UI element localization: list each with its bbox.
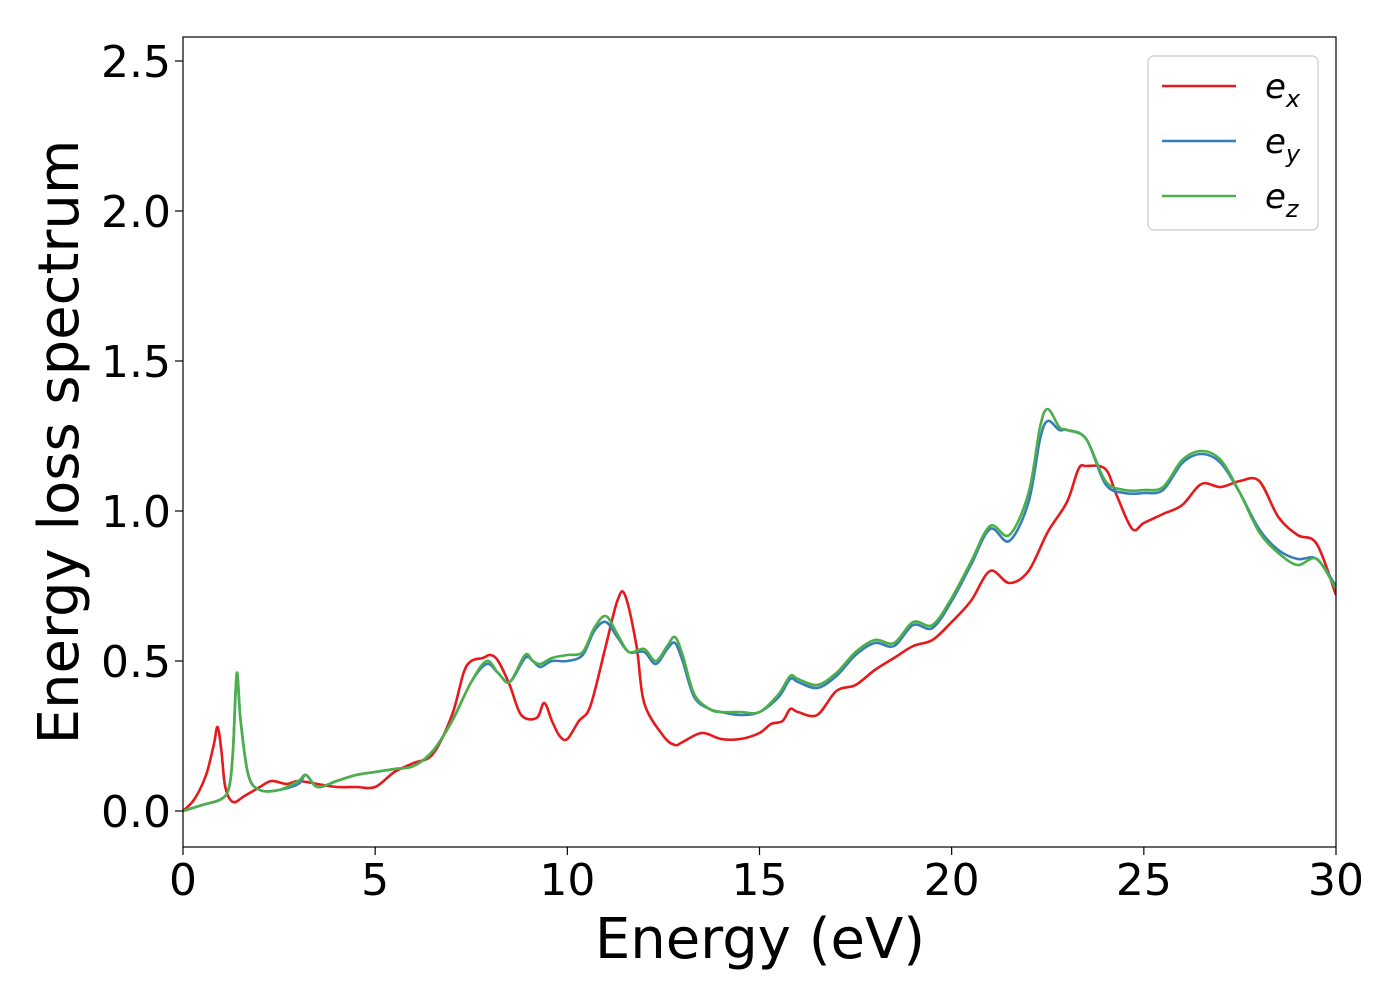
y-tick-label: 1.0: [101, 487, 171, 538]
x-tick-label: 30: [1308, 855, 1364, 906]
legend-label-y: ey: [1265, 122, 1301, 168]
series-layer: [183, 407, 1336, 813]
y-tick-label: 1.5: [101, 337, 171, 388]
legend: ex ey ez: [1147, 55, 1319, 231]
x-tick-label: 15: [732, 855, 788, 906]
series-line-y: [183, 419, 1336, 813]
y-tick-label: 0.0: [101, 787, 171, 838]
y-tick-label: 2.0: [101, 187, 171, 238]
legend-label-x: ex: [1265, 67, 1301, 113]
x-tick-label: 0: [169, 855, 197, 906]
series-line-z: [183, 407, 1336, 813]
x-axis-label: Energy (eV): [595, 907, 925, 972]
legend-label-z: ez: [1265, 177, 1300, 223]
x-tick-label: 10: [539, 855, 595, 906]
y-tick-label: 2.5: [101, 37, 171, 88]
y-tick-label: 0.5: [101, 637, 171, 688]
legend-box: [1147, 55, 1319, 231]
series-line-x: [183, 463, 1336, 812]
x-tick-label: 5: [361, 855, 389, 906]
x-tick-label: 25: [1116, 855, 1172, 906]
axes-layer: 0 5 10 15 20 25 30 0.0 0.5 1.0 1.5 2.0 2.5: [101, 36, 1364, 906]
x-tick-label: 20: [924, 855, 980, 906]
y-axis-label: Energy loss spectrum: [27, 140, 92, 745]
